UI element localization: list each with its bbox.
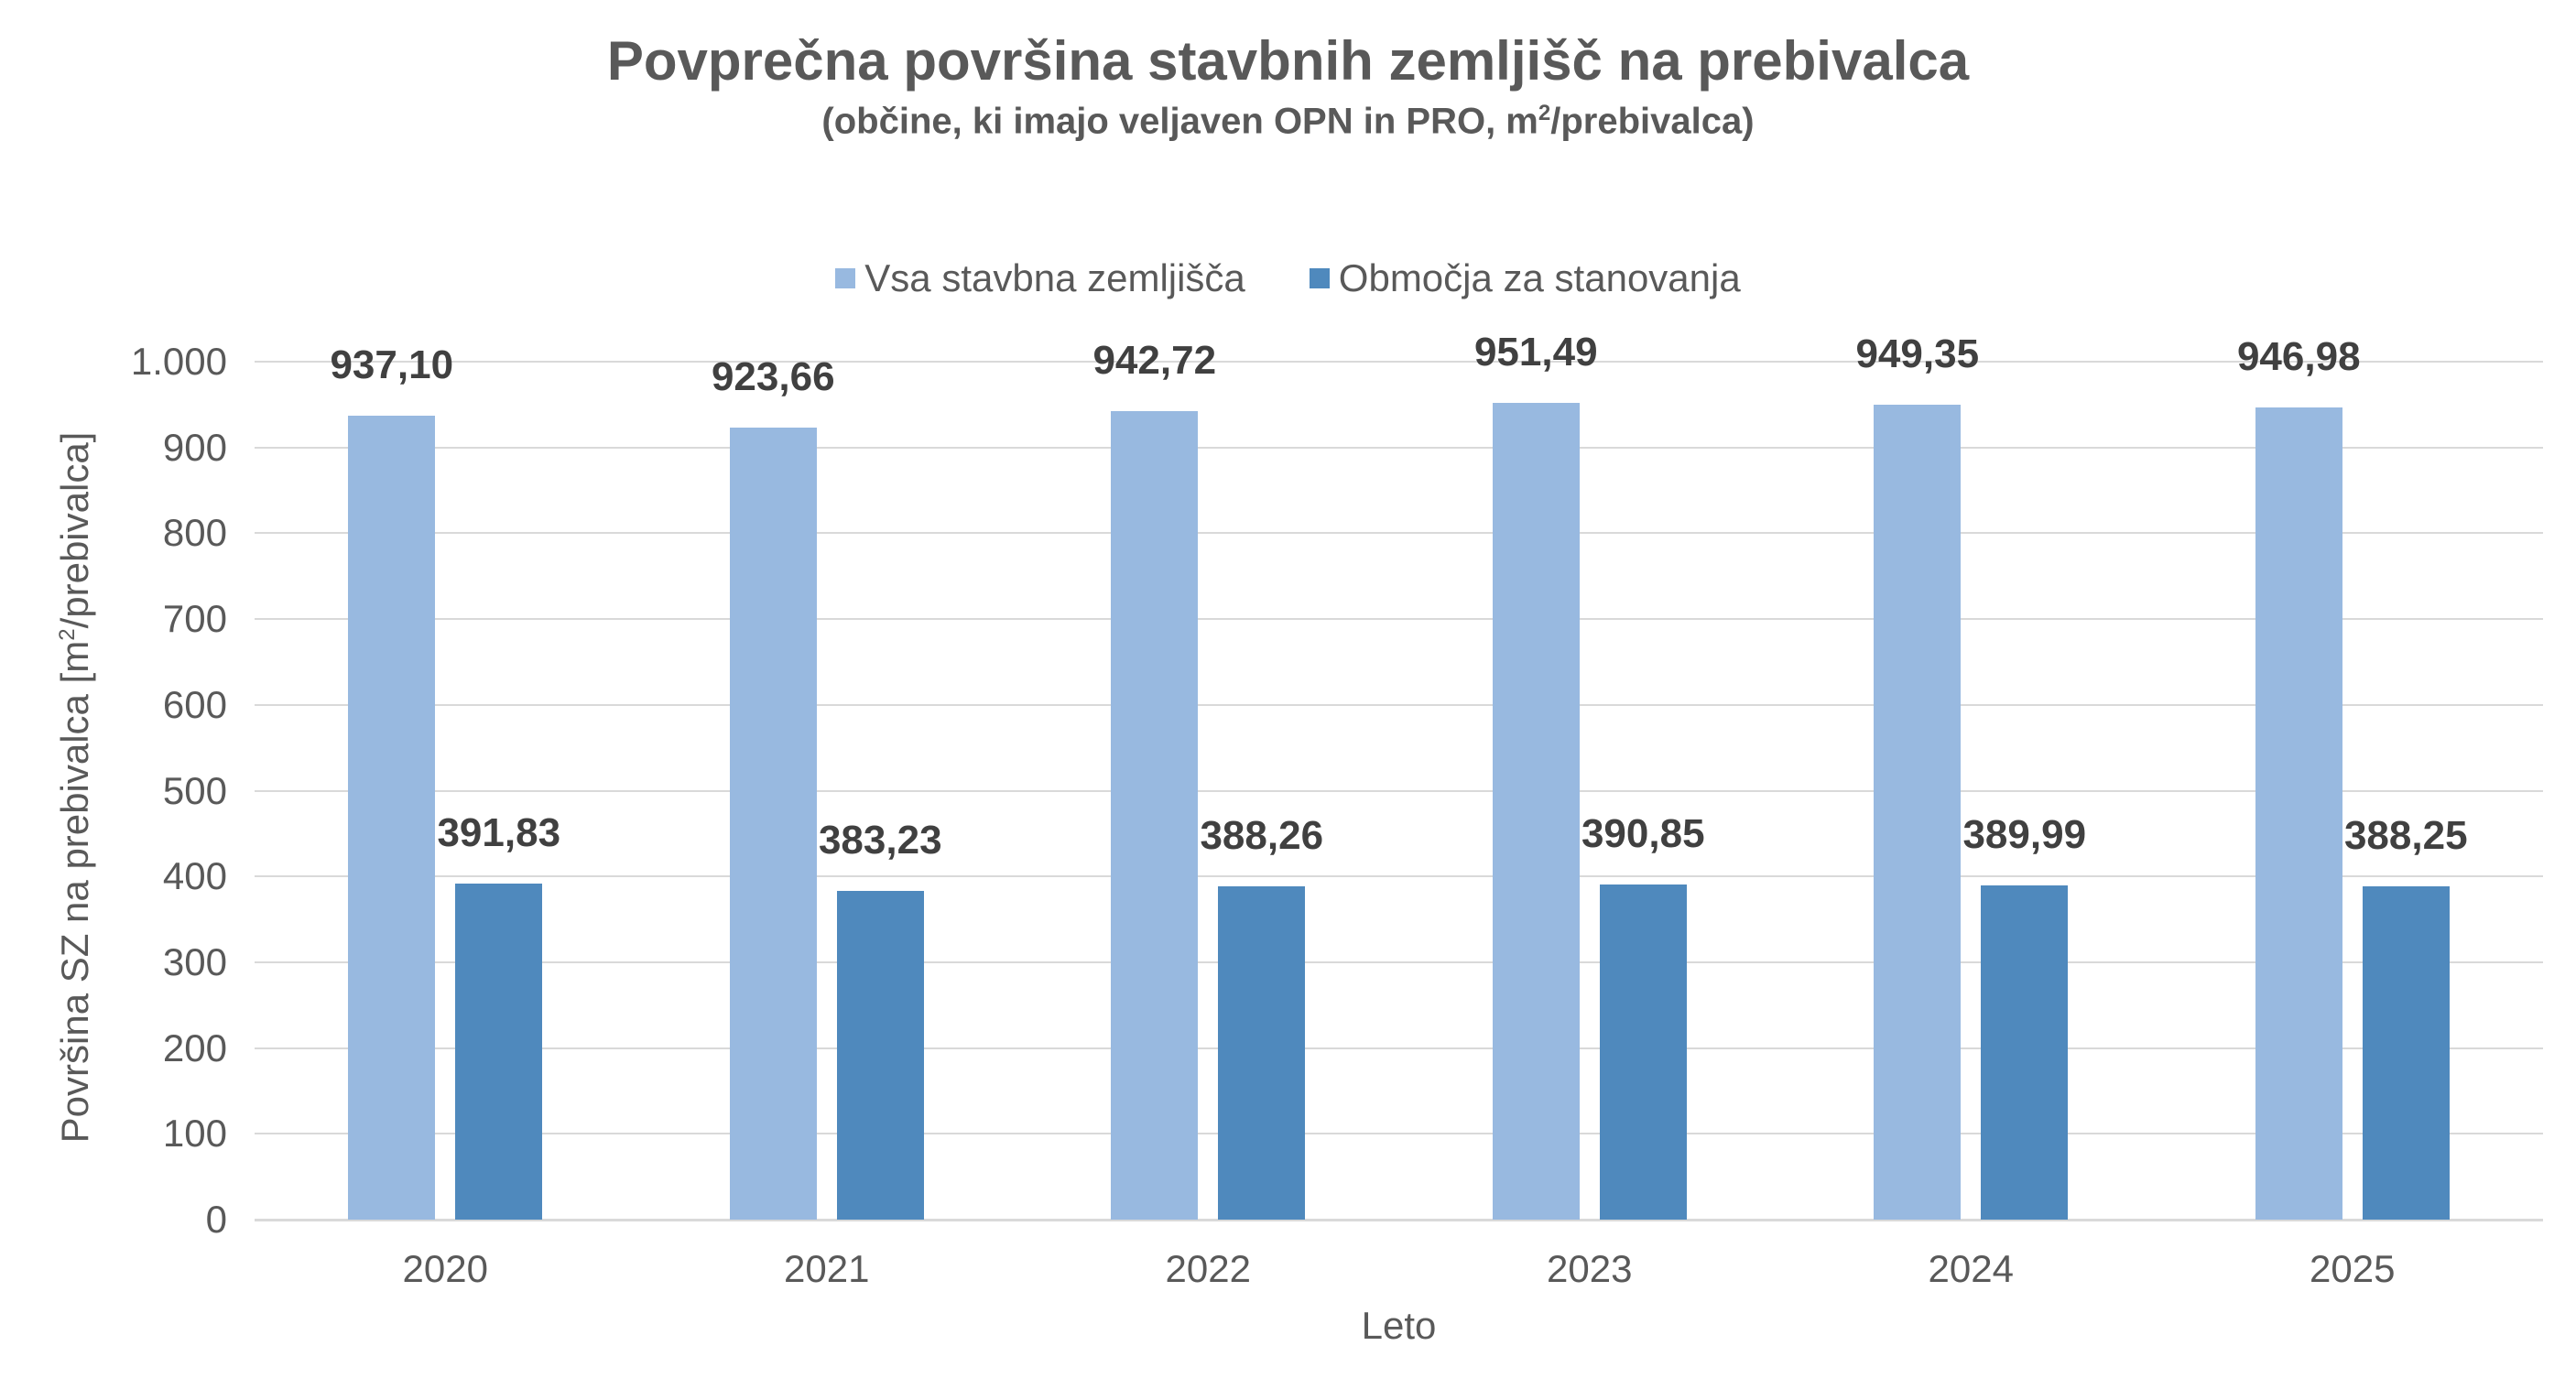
y-tick-label: 800 [162, 511, 227, 555]
y-axis-title-sup: 2 [55, 628, 80, 641]
bar-all-land[interactable] [729, 427, 817, 1220]
gridline [255, 1133, 2543, 1135]
data-label: 946,98 [2236, 333, 2361, 379]
bar-residential[interactable] [836, 890, 924, 1220]
gridline [255, 1047, 2543, 1049]
x-tick-label: 2021 [784, 1247, 870, 1290]
legend: Vsa stavbna zemljišča Območja za stanova… [0, 256, 2576, 300]
gridline [255, 446, 2543, 449]
y-tick-label: 900 [162, 425, 227, 469]
data-label: 390,85 [1581, 810, 1705, 856]
data-label: 951,49 [1473, 330, 1598, 375]
bar-residential[interactable] [1981, 884, 2069, 1220]
x-tick-label: 2023 [1547, 1247, 1633, 1290]
y-tick-label: 600 [162, 682, 227, 726]
gridline [255, 960, 2543, 963]
x-axis-line [255, 1219, 2543, 1221]
data-label: 383,23 [818, 817, 942, 863]
gridline [255, 618, 2543, 621]
y-tick-label: 500 [162, 768, 227, 812]
y-tick-label: 300 [162, 939, 227, 983]
bar-all-land[interactable] [1874, 405, 1962, 1220]
subtitle-suffix: /prebivalca) [1550, 101, 1755, 142]
legend-item-residential[interactable]: Območja za stanovanja [1309, 256, 1741, 300]
bar-residential[interactable] [2362, 886, 2450, 1220]
data-label: 391,83 [437, 809, 561, 855]
x-tick-label: 2020 [402, 1247, 488, 1290]
bar-all-land[interactable] [348, 415, 436, 1220]
y-tick-label: 700 [162, 597, 227, 641]
gridline [255, 703, 2543, 706]
legend-swatch-icon [835, 268, 856, 288]
data-label: 937,10 [330, 342, 454, 387]
chart-subtitle: (občine, ki imajo veljaven OPN in PRO, m… [0, 101, 2576, 142]
plot-area: 0 100 200 300 400 500 600 700 800 900 1.000 937,10 3… [131, 330, 2543, 1290]
subtitle-text: (občine, ki imajo veljaven OPN in PRO, m [821, 101, 1538, 142]
legend-label: Območja za stanovanja [1338, 256, 1741, 299]
chart-title: Povprečna površina stavbnih zemljišč na … [606, 30, 1970, 92]
y-tick-label: 400 [162, 854, 227, 898]
subtitle-sup: 2 [1538, 101, 1551, 125]
bar-residential[interactable] [1218, 886, 1306, 1220]
y-tick-label: 0 [205, 1198, 227, 1241]
legend-item-all-land[interactable]: Vsa stavbna zemljišča [835, 256, 1245, 300]
data-label: 389,99 [1962, 811, 2087, 857]
gridline [255, 875, 2543, 878]
y-axis-title-suffix: /prebivalca] [53, 431, 96, 629]
y-tick-label: 100 [162, 1112, 227, 1156]
y-tick-label: 1.000 [130, 340, 227, 383]
bar-all-land[interactable] [1111, 410, 1199, 1220]
x-tick-label: 2025 [2310, 1247, 2396, 1290]
x-tick-label: 2024 [1928, 1247, 2014, 1290]
x-axis-title: Leto [1361, 1304, 1437, 1347]
y-tick-label: 200 [162, 1026, 227, 1069]
y-axis-title-text: Površina SZ na prebivalca [m [53, 640, 96, 1144]
gridline [255, 532, 2543, 535]
data-label: 949,35 [1855, 331, 1980, 377]
gridline [255, 789, 2543, 792]
bar-residential[interactable] [455, 883, 543, 1220]
y-axis-title: Površina SZ na prebivalca [m2/prebivalca… [53, 432, 97, 1144]
legend-label: Vsa stavbna zemljišča [864, 256, 1245, 299]
data-label: 388,26 [1200, 813, 1324, 859]
data-label: 388,25 [2343, 813, 2468, 859]
bar-all-land[interactable] [2255, 407, 2342, 1220]
data-label: 942,72 [1092, 337, 1217, 383]
legend-swatch-icon [1309, 268, 1330, 288]
gridline [255, 361, 2543, 363]
bar-residential[interactable] [1599, 884, 1687, 1220]
x-tick-label: 2022 [1165, 1247, 1251, 1290]
data-label: 923,66 [711, 353, 835, 399]
bar-all-land[interactable] [1492, 403, 1580, 1220]
